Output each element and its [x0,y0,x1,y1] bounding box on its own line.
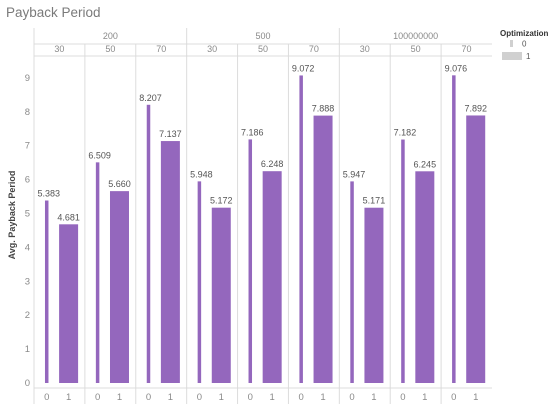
bar [452,75,456,383]
y-tick-label: 8 [25,107,30,118]
inner-group-label: 50 [258,44,268,54]
bars [44,75,486,384]
legend-entry-1: 1 [526,52,531,61]
x-tick-label: 0 [197,392,202,403]
bar-value-label: 5.383 [37,189,60,199]
x-tick-label: 0 [95,392,100,403]
outer-group-label: 100000000 [393,31,438,41]
y-tick-label: 3 [25,276,30,287]
x-tick-label: 0 [146,392,151,403]
y-tick-label: 7 [25,141,30,152]
bar-value-label: 7.186 [241,127,264,137]
x-tick-label: 0 [248,392,253,403]
inner-group-label: 50 [411,44,421,54]
x-tick-label: 1 [371,392,376,403]
x-tick-label: 0 [451,392,456,403]
inner-group-label: 70 [309,44,319,54]
y-tick-label: 2 [25,310,30,321]
x-axis: 0 1 0 1 0 1 0 1 0 1 0 1 0 1 0 1 0 1 [44,392,478,403]
bar [95,162,100,383]
bar-value-label: 8.207 [139,93,162,103]
bar [146,104,151,383]
y-tick-label: 6 [25,175,30,186]
outer-group-label: 500 [255,31,270,41]
bar-value-label: 5.660 [108,179,131,189]
bar [401,139,405,383]
bar-value-label: 7.137 [159,129,182,139]
inner-group-label: 50 [105,44,115,54]
legend: Optimization 0 1 [500,29,549,61]
x-tick-label: 0 [44,392,49,403]
bar [262,171,282,383]
x-tick-label: 1 [422,392,427,403]
bar-value-label: 9.072 [292,63,315,73]
legend-swatch-0 [510,40,513,47]
x-tick-label: 1 [117,392,122,403]
bar [44,200,49,383]
bar [248,139,253,383]
bar-value-label: 5.172 [210,196,233,206]
bar-value-label: 7.892 [464,103,487,113]
column-headers: 200 30 50 70 500 30 50 70 100000000 30 50 70 [54,31,471,54]
y-axis-label: Avg. Payback Period [7,171,17,260]
bar-value-label: 6.245 [414,159,437,169]
bar-value-label: 5.948 [190,169,213,179]
chart-title: Payback Period [6,5,101,20]
legend-entry-0: 0 [522,40,527,49]
inner-group-label: 30 [360,44,370,54]
bar [350,181,354,383]
bar [466,115,486,384]
data-labels: 5.383 4.681 6.509 5.660 8.207 7.137 5.948 5.172… [37,63,487,222]
x-tick-label: 1 [168,392,173,403]
bar [313,115,333,383]
bar-value-label: 5.947 [343,169,366,179]
x-tick-label: 0 [349,392,354,403]
y-tick-label: 5 [25,209,30,220]
inner-group-label: 70 [156,44,166,54]
y-tick-label: 4 [25,242,30,253]
bar [364,207,384,383]
y-tick-label: 1 [25,344,30,355]
bar-value-label: 7.888 [312,104,335,114]
x-tick-label: 1 [219,392,224,403]
outer-group-label: 200 [103,31,118,41]
x-tick-label: 0 [400,392,405,403]
legend-title: Optimization [500,29,549,38]
bar [299,75,303,383]
inner-group-label: 30 [54,44,64,54]
x-tick-label: 1 [320,392,325,403]
legend-swatch-1 [502,52,522,60]
bar-value-label: 4.681 [57,212,80,222]
bar-value-label: 7.182 [394,128,417,138]
bar [211,207,231,383]
x-tick-label: 1 [473,392,478,403]
bar-value-label: 5.171 [363,196,386,206]
chart-frame [33,28,492,404]
bar-value-label: 9.076 [445,63,468,73]
inner-group-label: 70 [462,44,472,54]
bar [160,141,180,383]
bar-value-label: 6.248 [261,159,284,169]
bar [109,191,129,383]
inner-group-label: 30 [207,44,217,54]
bar [59,224,79,383]
bar [197,181,202,383]
y-axis: 0 1 2 3 4 5 6 7 8 9 [25,73,30,389]
bar-value-label: 6.509 [88,150,111,160]
x-tick-label: 1 [270,392,275,403]
bar [415,171,435,383]
y-tick-label: 9 [25,73,30,84]
x-tick-label: 1 [66,392,71,403]
x-tick-label: 0 [299,392,304,403]
y-tick-label: 0 [25,378,30,389]
